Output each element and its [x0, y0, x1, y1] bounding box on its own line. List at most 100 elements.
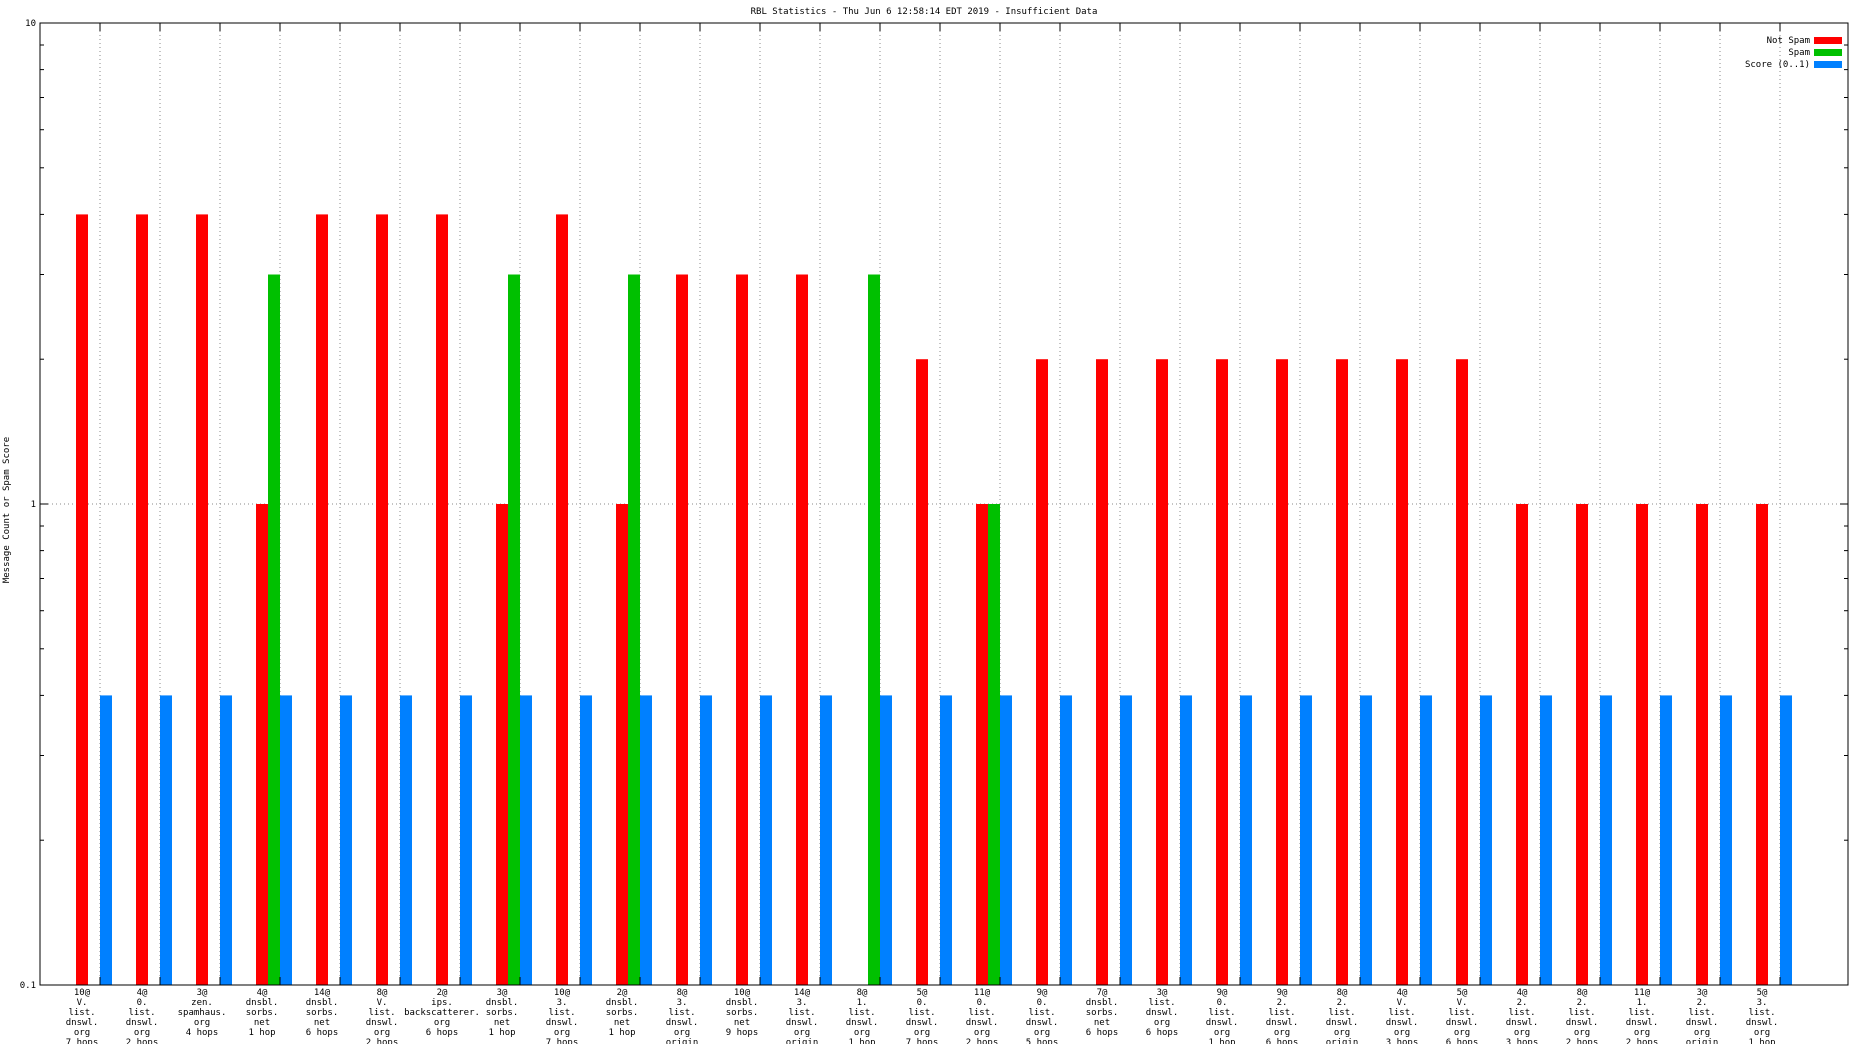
- bar: [1696, 504, 1708, 985]
- x-tick-label-line: net: [314, 1018, 330, 1028]
- x-tick-label-line: 10@: [734, 988, 751, 998]
- x-tick-label: 10@ dnsbl. sorbs. net 9 hops: [726, 988, 759, 1038]
- bar: [268, 274, 280, 986]
- bar: [316, 214, 328, 985]
- chart-title: RBL Statistics - Thu Jun 6 12:58:14 EDT …: [751, 7, 1098, 17]
- x-tick-label-line: 2@: [437, 988, 448, 998]
- bar: [280, 695, 292, 985]
- x-tick-label-line: list.: [1208, 1008, 1235, 1018]
- x-tick-label-line: dnswl.: [966, 1018, 999, 1028]
- x-tick-label-line: list.: [368, 1008, 395, 1018]
- bar: [376, 214, 388, 985]
- x-tick-label-line: 8@: [857, 988, 868, 998]
- legend-swatch: [1814, 37, 1842, 44]
- bar: [1540, 695, 1552, 985]
- x-tick-label-line: list.: [1448, 1008, 1475, 1018]
- x-tick-label-line: org: [74, 1028, 90, 1038]
- x-tick-label-line: 3@: [1697, 988, 1708, 998]
- bar: [1600, 695, 1612, 985]
- x-tick-label: 8@ 1. list. dnswl. org 1 hop: [846, 988, 879, 1044]
- x-tick-label-line: list.: [128, 1008, 155, 1018]
- bar: [676, 274, 688, 986]
- x-tick-label-line: 2 hops: [366, 1038, 399, 1044]
- x-tick-label-line: org: [434, 1018, 450, 1028]
- x-tick-label-line: org: [194, 1018, 210, 1028]
- x-tick-label-line: 9 hops: [726, 1028, 759, 1038]
- bar: [136, 214, 148, 985]
- bar: [1636, 504, 1648, 985]
- bar: [76, 214, 88, 985]
- x-tick-label-line: 6 hops: [1086, 1028, 1119, 1038]
- bar: [880, 695, 892, 985]
- x-tick-label-line: list.: [1028, 1008, 1055, 1018]
- x-tick-label-line: 0.: [1037, 998, 1048, 1008]
- x-tick-label: 14@ dnsbl. sorbs. net 6 hops: [306, 988, 339, 1038]
- x-tick-label-line: dnsbl.: [1086, 998, 1119, 1008]
- x-tick-label-line: dnswl.: [1626, 1018, 1659, 1028]
- x-tick-label-line: 6 hops: [1446, 1038, 1479, 1044]
- x-tick-label-line: list.: [1328, 1008, 1355, 1018]
- bar: [1240, 695, 1252, 985]
- x-tick-label-line: dnswl.: [1386, 1018, 1419, 1028]
- bar: [340, 695, 352, 985]
- bar: [1036, 359, 1048, 985]
- bar: [1456, 359, 1468, 985]
- x-tick-label-line: 3 hops: [1386, 1038, 1419, 1044]
- x-tick-label-line: org: [1394, 1028, 1410, 1038]
- bar: [1780, 695, 1792, 985]
- x-tick-label-line: org: [854, 1028, 870, 1038]
- x-tick-label-line: dnswl.: [846, 1018, 879, 1028]
- x-tick-label-line: dnsbl.: [726, 998, 759, 1008]
- x-tick-label-line: list.: [548, 1008, 575, 1018]
- x-tick-label-line: 2 hops: [126, 1038, 159, 1044]
- bar: [1276, 359, 1288, 985]
- x-tick-label-line: 2.: [1517, 998, 1528, 1008]
- x-tick-label-line: V.: [77, 998, 88, 1008]
- x-tick-label: 4@ 0. list. dnswl. org 2 hops: [126, 988, 159, 1044]
- x-tick-label-line: 1.: [1637, 998, 1648, 1008]
- x-tick-label: 8@ V. list. dnswl. org 2 hops: [366, 988, 399, 1044]
- x-tick-label-line: dnsbl.: [246, 998, 279, 1008]
- bar: [160, 695, 172, 985]
- x-tick-label-line: 14@: [314, 988, 331, 998]
- x-tick-label-line: V.: [1457, 998, 1468, 1008]
- bar: [460, 695, 472, 985]
- bar: [976, 504, 988, 985]
- x-tick-label-line: 9@: [1217, 988, 1228, 998]
- x-tick-label-line: sorbs.: [246, 1008, 279, 1018]
- x-tick-label-line: origin: [1326, 1038, 1359, 1044]
- x-tick-label-line: 7 hops: [66, 1038, 99, 1044]
- bar: [1060, 695, 1072, 985]
- x-tick-label-line: dnswl.: [1446, 1018, 1479, 1028]
- x-tick-label-line: V.: [1397, 998, 1408, 1008]
- x-tick-label-line: dnswl.: [546, 1018, 579, 1028]
- x-tick-label-line: 11@: [1634, 988, 1651, 998]
- y-axis-label: Message Count or Spam Score: [2, 437, 12, 583]
- x-tick-label-line: org: [674, 1028, 690, 1038]
- x-tick-label-line: list.: [1508, 1008, 1535, 1018]
- x-tick-label-line: 2.: [1337, 998, 1348, 1008]
- x-tick-label-line: sorbs.: [486, 1008, 519, 1018]
- x-tick-label-line: list.: [1568, 1008, 1595, 1018]
- bar: [820, 695, 832, 985]
- x-tick-label: 4@ V. list. dnswl. org 3 hops: [1386, 988, 1419, 1044]
- bar: [1180, 695, 1192, 985]
- x-tick-label: 7@ dnsbl. sorbs. net 6 hops: [1086, 988, 1119, 1038]
- x-tick-label-line: list.: [1388, 1008, 1415, 1018]
- x-tick-label-line: 3@: [497, 988, 508, 998]
- bar: [1000, 695, 1012, 985]
- x-tick-label-line: 8@: [1577, 988, 1588, 998]
- y-tick-label: 0.1: [20, 981, 36, 991]
- x-tick-label: 2@ ips. backscatterer. org 6 hops: [404, 988, 480, 1038]
- x-tick-label-line: 8@: [677, 988, 688, 998]
- bar: [796, 274, 808, 986]
- x-tick-label-line: net: [254, 1018, 270, 1028]
- x-tick-label-line: list.: [1628, 1008, 1655, 1018]
- x-tick-label-line: 7@: [1097, 988, 1108, 998]
- x-tick-label-line: 1 hop: [1208, 1038, 1235, 1044]
- x-tick-label-line: org: [1694, 1028, 1710, 1038]
- x-tick-label-line: list.: [788, 1008, 815, 1018]
- bar: [988, 504, 1000, 985]
- x-tick-label-line: org: [794, 1028, 810, 1038]
- x-tick-label-line: org: [914, 1028, 930, 1038]
